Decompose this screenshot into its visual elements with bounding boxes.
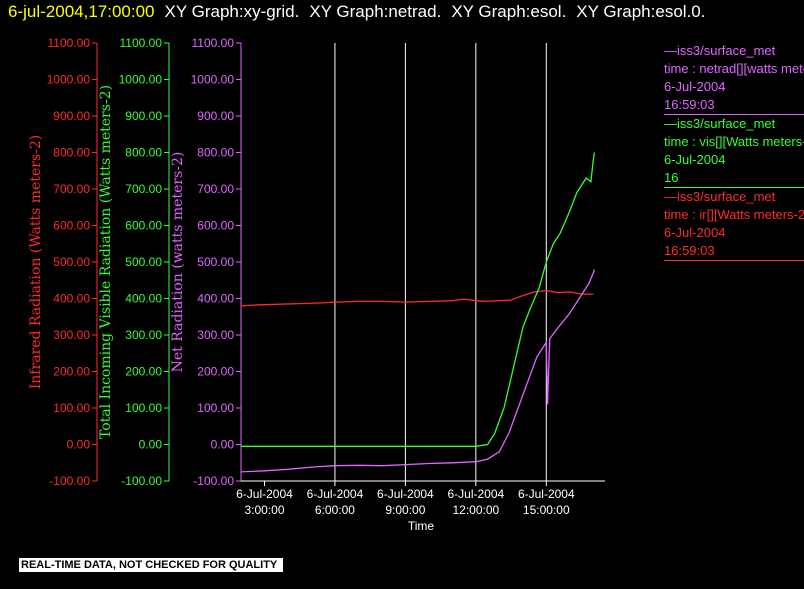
y-tick-label: 100.00	[53, 401, 90, 415]
y-axis-label: Net Radiation (watts meters-2)	[170, 152, 186, 373]
series-line-2	[240, 269, 596, 473]
y-tick-label: 500.00	[125, 255, 162, 269]
graph-title-netrad: XY Graph:netrad.	[309, 2, 442, 21]
y-tick-label: 1000.00	[47, 73, 91, 87]
y-tick-label: 300.00	[197, 328, 234, 342]
x-axis-label: Time	[408, 519, 435, 533]
y-axis-label: Infrared Radiation (Watts meters-2)	[28, 135, 44, 389]
y-tick-label: 0.00	[211, 438, 235, 452]
y-axis-label: Total Incoming Visible Radiation (Watts …	[98, 85, 114, 439]
y-tick-label: 600.00	[125, 219, 162, 233]
legend: —iss3/surface_met time : netrad[][watts …	[664, 42, 804, 261]
y-tick-label: 300.00	[53, 328, 90, 342]
x-tick-time: 3:00:00	[244, 503, 284, 517]
y-tick-label: 300.00	[125, 328, 162, 342]
legend-source: —iss3/surface_met	[664, 189, 776, 204]
x-tick-time: 9:00:00	[385, 503, 425, 517]
graph-title-esol: XY Graph:esol.	[451, 2, 567, 21]
y-tick-label: 900.00	[53, 109, 90, 123]
y-tick-label: 800.00	[53, 146, 90, 160]
y-tick-label: 700.00	[197, 182, 234, 196]
y-tick-label: 800.00	[197, 146, 234, 160]
x-tick-date: 6-Jul-2004	[518, 487, 575, 501]
y-tick-label: 400.00	[125, 292, 162, 306]
legend-date: 6-Jul-2004	[664, 152, 726, 167]
graph-title-esol-0: XY Graph:esol.0.	[576, 2, 706, 21]
x-tick-time: 12:00:00	[452, 503, 499, 517]
y-tick-label: 900.00	[197, 109, 234, 123]
y-tick-label: 700.00	[125, 182, 162, 196]
legend-date: 6-Jul-2004	[664, 79, 726, 94]
series-line-0	[240, 289, 594, 307]
legend-variable: time : netrad[][watts meters-2]	[664, 61, 804, 76]
y-tick-label: 1000.00	[191, 73, 235, 87]
legend-time: 16:59:03	[664, 97, 715, 112]
graph-title-xy-grid: XY Graph:xy-grid.	[164, 2, 300, 21]
y-tick-label: 600.00	[197, 219, 234, 233]
x-tick-date: 6-Jul-2004	[447, 487, 504, 501]
y-tick-label: 1100.00	[120, 36, 163, 50]
timestamp: 6-jul-2004,17:00:00	[8, 2, 155, 21]
y-tick-label: 100.00	[125, 401, 162, 415]
y-tick-label: 1000.00	[119, 73, 163, 87]
series-line-1	[241, 152, 596, 447]
y-tick-label: 900.00	[125, 109, 162, 123]
legend-date: 6-Jul-2004	[664, 225, 726, 240]
y-tick-label: 200.00	[53, 365, 90, 379]
y-tick-label: 100.00	[197, 401, 234, 415]
y-tick-label: 400.00	[53, 292, 90, 306]
y-tick-label: 800.00	[125, 146, 162, 160]
legend-entry-vis: —iss3/surface_met time : vis[][Watts met…	[664, 115, 804, 188]
x-tick-time: 15:00:00	[523, 503, 570, 517]
x-tick-date: 6-Jul-2004	[307, 487, 364, 501]
x-tick-date: 6-Jul-2004	[377, 487, 434, 501]
y-tick-label: -100.00	[49, 474, 90, 488]
legend-entry-ir: —iss3/surface_met time : ir[][Watts mete…	[664, 188, 804, 261]
title-bar: 6-jul-2004,17:00:00 XY Graph:xy-grid. XY…	[8, 0, 715, 24]
y-tick-label: 200.00	[197, 365, 234, 379]
legend-entry-netrad: —iss3/surface_met time : netrad[][watts …	[664, 42, 804, 115]
legend-time: 16:59:03	[664, 243, 715, 258]
y-tick-label: -100.00	[121, 474, 162, 488]
y-tick-label: 700.00	[53, 182, 90, 196]
legend-source: —iss3/surface_met	[664, 116, 776, 131]
y-tick-label: 500.00	[53, 255, 90, 269]
x-tick-date: 6-Jul-2004	[236, 487, 293, 501]
y-tick-label: 200.00	[125, 365, 162, 379]
y-tick-label: -100.00	[193, 474, 234, 488]
x-tick-time: 6:00:00	[315, 503, 355, 517]
y-tick-label: 400.00	[197, 292, 234, 306]
y-tick-label: 1100.00	[192, 36, 235, 50]
legend-source: —iss3/surface_met	[664, 43, 776, 58]
y-tick-label: 0.00	[67, 438, 91, 452]
legend-time: 16	[664, 170, 679, 185]
legend-variable: time : vis[][Watts meters-2]	[664, 134, 804, 149]
quality-notice: REAL-TIME DATA, NOT CHECKED FOR QUALITY	[19, 558, 284, 572]
y-tick-label: 600.00	[53, 219, 90, 233]
legend-variable: time : ir[][Watts meters-2]	[664, 207, 804, 222]
y-tick-label: 1100.00	[48, 36, 91, 50]
y-tick-label: 500.00	[197, 255, 234, 269]
y-tick-label: 0.00	[139, 438, 163, 452]
